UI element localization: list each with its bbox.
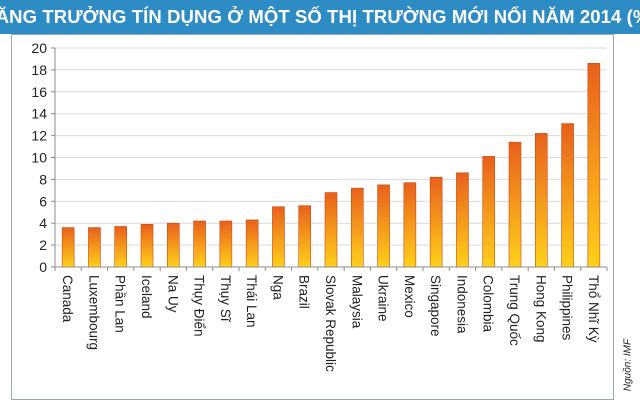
axes <box>54 48 607 268</box>
bar <box>245 219 259 268</box>
y-tick-label: 18 <box>31 62 47 78</box>
y-tick-label: 0 <box>39 259 47 275</box>
bar <box>193 220 206 268</box>
x-tick-label: Trung Quốc <box>507 275 522 346</box>
title-bar: TĂNG TRƯỞNG TÍN DỤNG Ở MỘT SỐ THỊ TRƯỜNG… <box>0 0 640 34</box>
bar <box>350 187 364 268</box>
y-tick-label: 14 <box>31 106 47 122</box>
x-tick-label: Thụy Điển <box>192 275 207 337</box>
bar <box>324 192 338 268</box>
x-tick-label: Hong Kong <box>533 275 548 343</box>
x-tick-label: Philippines <box>560 275 575 341</box>
bar <box>61 227 75 268</box>
x-tick-label: Nga <box>270 275 285 300</box>
x-tick-label: Ukraine <box>376 275 391 322</box>
bar <box>298 205 312 268</box>
bar <box>166 222 180 268</box>
y-tick-label: 20 <box>31 40 47 56</box>
y-tick-label: 16 <box>31 84 47 100</box>
x-tick-label: Canada <box>60 275 75 323</box>
bar <box>140 223 154 268</box>
x-tick-label: Malaysia <box>349 275 364 329</box>
x-tick-label: Brazil <box>297 275 312 309</box>
bar <box>534 133 548 268</box>
bar <box>88 227 101 268</box>
bar <box>587 63 601 268</box>
x-tick-label: Thụy Sĩ <box>218 275 233 323</box>
source-text: Nguồn: IMF <box>622 338 634 392</box>
x-tick-label: Thổ Nhĩ Kỳ <box>586 275 601 343</box>
x-tick-label: Slovak Republic <box>323 275 338 372</box>
bar <box>377 184 390 268</box>
bar <box>272 206 285 268</box>
x-tick-label: Iceland <box>139 275 154 319</box>
bar <box>456 172 469 268</box>
bar <box>219 220 233 268</box>
y-tick-label: 10 <box>31 150 47 166</box>
source-note: Nguồn: IMF <box>617 330 639 400</box>
x-tick-label: Singapore <box>428 275 443 337</box>
y-tick-label: 12 <box>31 128 47 144</box>
bars <box>61 63 601 268</box>
x-tick-label: Indonesia <box>454 275 469 334</box>
bar <box>429 176 443 268</box>
bar-chart: 0 2 4 6 8 10 12 14 16 18 20 Canada Luxembourg Phần L… <box>31 40 608 372</box>
y-tick-label: 2 <box>39 237 47 253</box>
x-axis-ticks: Canada Luxembourg Phần Lan Iceland Na Uy Thụy… <box>54 267 608 372</box>
x-tick-label: Na Uy <box>165 275 180 313</box>
y-tick-label: 6 <box>39 193 47 209</box>
bar <box>114 226 128 268</box>
bar <box>561 123 574 268</box>
chart-title: TĂNG TRƯỞNG TÍN DỤNG Ở MỘT SỐ THỊ TRƯỜNG… <box>0 6 640 27</box>
y-tick-label: 4 <box>39 215 47 231</box>
x-tick-label: Luxembourg <box>86 275 101 350</box>
grid-lines <box>55 47 607 246</box>
x-tick-label: Thái Lan <box>244 275 259 328</box>
y-tick-label: 8 <box>39 171 47 187</box>
x-tick-label: Colombia <box>481 275 496 333</box>
chart-frame: 0 2 4 6 8 10 12 14 16 18 20 Canada Luxembourg Phần L… <box>11 34 614 400</box>
bar <box>482 156 496 268</box>
x-tick-label: Mexico <box>402 275 417 318</box>
x-tick-label: Phần Lan <box>113 275 128 333</box>
bar <box>403 182 417 268</box>
y-axis-ticks: 0 2 4 6 8 10 12 14 16 18 20 <box>31 40 55 275</box>
bar <box>508 141 522 268</box>
